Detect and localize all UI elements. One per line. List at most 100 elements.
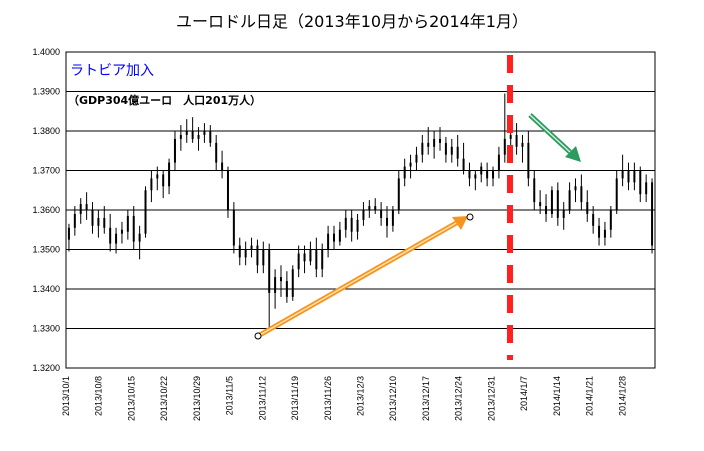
candle-body	[421, 142, 424, 155]
y-tick-label: 1.3500	[32, 245, 60, 255]
candle	[421, 134, 424, 163]
y-tick-label: 1.4000	[32, 47, 60, 57]
candle	[297, 245, 300, 278]
candle-body	[191, 131, 194, 139]
candle	[368, 200, 371, 218]
candle	[433, 131, 436, 159]
candle	[274, 269, 277, 309]
x-tick-label: 2013/10/8	[94, 376, 104, 416]
candle	[639, 166, 642, 203]
candle-body	[397, 178, 400, 210]
candle-body	[374, 206, 377, 210]
candle-body	[327, 233, 330, 250]
candle-body	[132, 215, 135, 242]
candle	[332, 225, 335, 250]
candle	[126, 210, 129, 240]
y-axis-ticks: 1.4000 1.3900 1.3800 1.3700 1.3600 1.3500 1.34…	[32, 47, 60, 373]
candle-body	[603, 229, 606, 238]
candle	[645, 174, 648, 203]
x-tick-label: 2013/11/12	[257, 376, 267, 420]
candle-body	[91, 210, 94, 226]
candle	[226, 166, 229, 218]
candle	[545, 194, 548, 222]
x-tick-label: 2013/10/1	[61, 376, 71, 416]
candle	[391, 206, 394, 232]
candle-body	[362, 210, 365, 220]
x-tick-label: 2014/1/7	[519, 376, 529, 411]
candle	[621, 154, 624, 187]
candle	[598, 217, 601, 246]
candle	[533, 170, 536, 210]
candle-body	[539, 202, 542, 207]
candle-body	[215, 142, 218, 163]
candle-body	[338, 229, 341, 242]
candle-body	[486, 170, 489, 179]
y-tick-label: 1.3600	[32, 205, 60, 215]
candle	[474, 170, 477, 191]
candle-body	[450, 146, 453, 155]
candle	[285, 271, 288, 303]
candle-body	[209, 131, 212, 143]
candle-body	[580, 186, 583, 203]
candle-body	[533, 178, 536, 203]
candle	[321, 243, 324, 278]
x-tick-label: 2013/12/17	[421, 376, 431, 421]
candle	[568, 182, 571, 214]
candle-body	[427, 142, 430, 147]
candle-body	[279, 277, 282, 282]
candles	[67, 93, 654, 329]
candle-body	[197, 134, 200, 139]
candle-body	[503, 138, 506, 155]
candle-body	[527, 142, 530, 179]
candle-body	[403, 166, 406, 179]
candle-body	[492, 170, 495, 179]
candle-body	[109, 227, 112, 244]
candle	[362, 202, 365, 226]
candle-body	[386, 217, 389, 226]
candle	[615, 170, 618, 214]
candle-body	[615, 178, 618, 210]
x-tick-label: 2014/1/21	[585, 376, 595, 416]
downtrend-arrow	[528, 113, 581, 162]
candle-body	[303, 253, 306, 262]
candle	[132, 206, 135, 250]
candle	[67, 223, 70, 252]
annotation-main: ラトビア加入	[70, 63, 154, 79]
candle	[527, 131, 530, 187]
candle	[85, 192, 88, 220]
candle-body	[598, 225, 601, 238]
candle-body	[162, 174, 165, 187]
candle	[162, 170, 165, 199]
candle-body	[144, 190, 147, 234]
candle-body	[645, 182, 648, 195]
candle	[262, 241, 265, 274]
candle	[103, 206, 106, 234]
candle	[197, 127, 200, 151]
candle-body	[556, 190, 559, 218]
candle	[515, 123, 518, 155]
candle-body	[480, 166, 483, 175]
candle-body	[368, 206, 371, 210]
x-tick-label: 2013/12/24	[454, 376, 464, 421]
candle	[120, 221, 123, 244]
candle	[250, 237, 253, 258]
candle-body	[462, 158, 465, 171]
y-tick-label: 1.3900	[32, 87, 60, 97]
candle-body	[409, 162, 412, 167]
x-tick-label: 2013/11/19	[290, 376, 300, 420]
candle	[173, 131, 176, 171]
candle	[468, 162, 471, 187]
candle-body	[380, 210, 383, 218]
candle-body	[226, 170, 229, 210]
candle-body	[179, 134, 182, 139]
x-tick-label: 2013/10/15	[126, 376, 136, 421]
candle-body	[238, 245, 241, 258]
y-tick-label: 1.3300	[32, 324, 60, 334]
candle-body	[444, 142, 447, 155]
candle-body	[439, 138, 442, 143]
candle	[109, 213, 112, 252]
candle-body	[651, 182, 654, 246]
candle-body	[67, 227, 70, 240]
x-tick-label: 2013/12/3	[356, 376, 366, 416]
candle	[356, 213, 359, 240]
